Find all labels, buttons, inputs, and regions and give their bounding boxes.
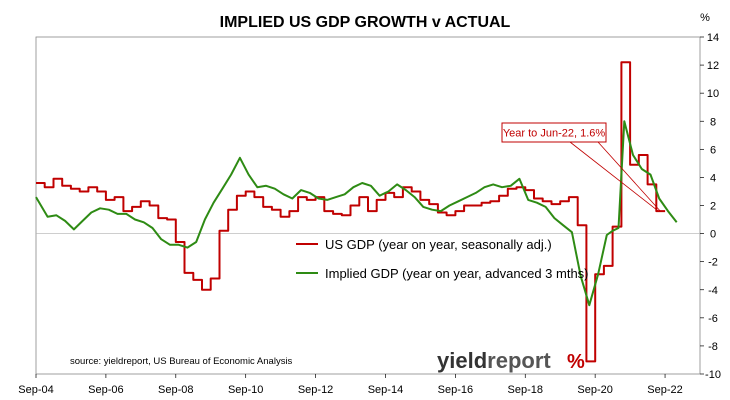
y-tick-label: -4 <box>708 285 718 297</box>
legend-entry: US GDP (year on year, seasonally adj.) <box>325 237 552 252</box>
svg-text:yieldreport: yieldreport <box>437 348 551 373</box>
annotation-leader-line <box>569 141 659 212</box>
annotation-text: Year to Jun-22, 1.6% <box>503 128 606 140</box>
x-tick-label: Sep-22 <box>647 384 682 396</box>
x-tick-label: Sep-06 <box>88 384 123 396</box>
series-line-implied-gdp <box>35 120 678 307</box>
x-tick-label: Sep-16 <box>438 384 473 396</box>
yieldreport-logo: yieldreport % <box>437 348 585 373</box>
y-tick-label: 10 <box>707 88 719 100</box>
y-tick-label: -8 <box>708 341 718 353</box>
x-tick-label: Sep-14 <box>368 384 403 396</box>
x-tick-label: Sep-08 <box>158 384 193 396</box>
x-tick-label: Sep-18 <box>508 384 543 396</box>
y-tick-label: 14 <box>707 32 719 44</box>
source-note: source: yieldreport, US Bureau of Econom… <box>70 356 293 367</box>
y-tick-label: 8 <box>710 116 716 128</box>
legend: US GDP (year on year, seasonally adj.) Im… <box>296 237 589 281</box>
y-unit-label: % <box>700 12 710 24</box>
x-tick-label: Sep-20 <box>577 384 612 396</box>
annotation-box <box>501 122 607 143</box>
y-tick-label: 4 <box>710 172 716 184</box>
logo-text-yield: yield <box>437 348 487 373</box>
y-tick-label: -10 <box>705 369 721 381</box>
logo-text-report: report <box>487 348 551 373</box>
chart-title: IMPLIED US GDP GROWTH v ACTUAL <box>220 14 511 31</box>
y-tick-label: -2 <box>708 257 718 269</box>
y-tick-label: -6 <box>708 313 718 325</box>
y-tick-label: 12 <box>707 60 719 72</box>
y-tick-label: 2 <box>710 201 716 213</box>
logo-percent-icon: % <box>567 351 585 373</box>
annotation-leader-line <box>597 141 661 212</box>
legend-entry: Implied GDP (year on year, advanced 3 mt… <box>325 266 589 281</box>
series-line-us-gdp <box>36 61 666 363</box>
x-tick-label: Sep-04 <box>18 384 53 396</box>
x-tick-label: Sep-12 <box>298 384 333 396</box>
x-tick-label: Sep-10 <box>228 384 263 396</box>
y-tick-label: 0 <box>710 229 716 241</box>
y-tick-label: 6 <box>710 144 716 156</box>
